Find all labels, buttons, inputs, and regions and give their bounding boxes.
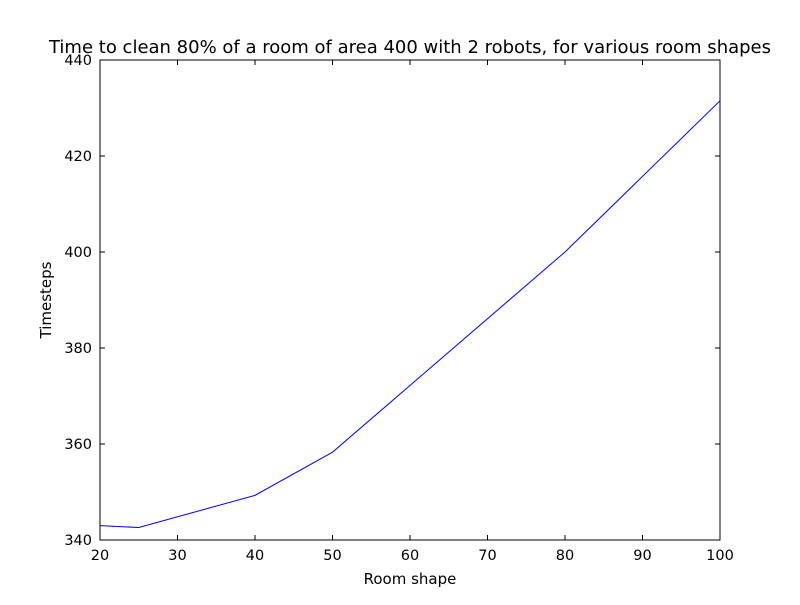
y-tick-label: 360 <box>64 437 92 453</box>
y-tick-label: 380 <box>64 341 92 357</box>
x-tick-label: 30 <box>168 548 186 564</box>
y-axis-label: Timesteps <box>37 261 55 339</box>
plot-area <box>100 60 720 540</box>
x-axis-label: Room shape <box>364 570 457 588</box>
series-line-0 <box>99 100 721 529</box>
x-tick-label: 50 <box>323 548 341 564</box>
chart-title: Time to clean 80% of a room of area 400 … <box>48 37 771 58</box>
x-tick-label: 100 <box>706 548 734 564</box>
plot-frame <box>99 59 721 541</box>
y-tick-label: 440 <box>64 53 92 69</box>
x-tick-label: 90 <box>633 548 651 564</box>
y-tick-label: 400 <box>64 245 92 261</box>
y-tick-label: 340 <box>64 533 92 549</box>
x-tick-label: 60 <box>401 548 419 564</box>
x-tick-label: 80 <box>556 548 574 564</box>
tick-layer: 20 30 40 50 60 70 80 90 100 340 360 380 400 420 440 <box>64 53 734 564</box>
y-tick-label: 420 <box>64 149 92 165</box>
series-layer <box>99 100 721 529</box>
x-tick-label: 40 <box>246 548 264 564</box>
x-tick-label: 20 <box>91 548 109 564</box>
x-tick-label: 70 <box>478 548 496 564</box>
